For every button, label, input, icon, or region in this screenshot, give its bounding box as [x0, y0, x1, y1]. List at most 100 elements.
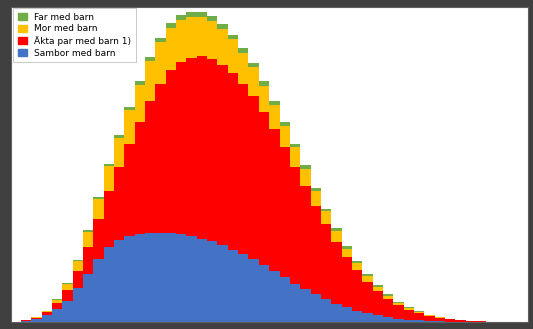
- Bar: [238, 84, 248, 254]
- Bar: [104, 166, 114, 191]
- Bar: [331, 241, 342, 304]
- Bar: [228, 73, 238, 249]
- Bar: [279, 126, 290, 147]
- Bar: [331, 304, 342, 322]
- Legend: Far med barn, Mor med barn, Äkta par med barn 1), Sambor med barn: Far med barn, Mor med barn, Äkta par med…: [13, 8, 135, 62]
- Bar: [228, 39, 238, 73]
- Bar: [93, 219, 104, 259]
- Bar: [290, 147, 300, 167]
- Bar: [238, 48, 248, 53]
- Bar: [414, 312, 424, 313]
- Bar: [156, 233, 166, 322]
- Bar: [104, 191, 114, 247]
- Bar: [207, 21, 217, 59]
- Bar: [166, 233, 176, 322]
- Bar: [321, 224, 331, 299]
- Bar: [259, 86, 269, 112]
- Bar: [62, 301, 72, 322]
- Bar: [176, 234, 187, 322]
- Bar: [352, 261, 362, 263]
- Bar: [424, 321, 434, 322]
- Bar: [62, 283, 72, 284]
- Bar: [72, 271, 83, 289]
- Bar: [311, 206, 321, 294]
- Bar: [248, 63, 259, 67]
- Bar: [248, 96, 259, 259]
- Bar: [414, 313, 424, 320]
- Bar: [331, 231, 342, 241]
- Bar: [166, 70, 176, 233]
- Bar: [156, 38, 166, 42]
- Bar: [104, 247, 114, 322]
- Bar: [124, 236, 135, 322]
- Bar: [21, 320, 31, 321]
- Bar: [403, 310, 414, 320]
- Bar: [279, 277, 290, 322]
- Bar: [414, 320, 424, 322]
- Bar: [238, 254, 248, 322]
- Bar: [259, 112, 269, 265]
- Bar: [393, 302, 403, 303]
- Bar: [166, 23, 176, 28]
- Bar: [373, 287, 383, 291]
- Bar: [300, 165, 311, 169]
- Bar: [104, 164, 114, 166]
- Bar: [290, 167, 300, 284]
- Bar: [145, 233, 156, 322]
- Bar: [217, 245, 228, 322]
- Bar: [259, 81, 269, 86]
- Bar: [393, 305, 403, 319]
- Bar: [135, 81, 145, 85]
- Bar: [445, 319, 455, 322]
- Bar: [228, 35, 238, 39]
- Bar: [248, 259, 259, 322]
- Bar: [72, 260, 83, 261]
- Bar: [83, 247, 93, 274]
- Bar: [434, 317, 445, 318]
- Bar: [114, 135, 124, 138]
- Bar: [187, 236, 197, 322]
- Bar: [52, 299, 62, 300]
- Bar: [269, 105, 279, 129]
- Bar: [383, 294, 393, 296]
- Bar: [145, 57, 156, 61]
- Bar: [414, 311, 424, 312]
- Bar: [114, 138, 124, 167]
- Bar: [207, 16, 217, 21]
- Bar: [93, 197, 104, 199]
- Bar: [114, 167, 124, 240]
- Bar: [93, 259, 104, 322]
- Bar: [300, 289, 311, 322]
- Bar: [42, 311, 52, 313]
- Bar: [311, 191, 321, 206]
- Bar: [42, 313, 52, 315]
- Bar: [207, 59, 217, 241]
- Bar: [342, 257, 352, 307]
- Bar: [383, 317, 393, 322]
- Bar: [311, 188, 321, 191]
- Bar: [362, 274, 373, 276]
- Bar: [476, 321, 486, 322]
- Bar: [300, 186, 311, 289]
- Bar: [145, 61, 156, 101]
- Bar: [403, 320, 414, 322]
- Bar: [434, 318, 445, 321]
- Bar: [217, 65, 228, 245]
- Bar: [373, 291, 383, 316]
- Bar: [362, 282, 373, 313]
- Bar: [176, 15, 187, 20]
- Bar: [269, 129, 279, 271]
- Bar: [52, 309, 62, 322]
- Bar: [290, 284, 300, 322]
- Bar: [197, 17, 207, 56]
- Bar: [321, 299, 331, 322]
- Bar: [166, 28, 176, 70]
- Bar: [424, 315, 434, 316]
- Bar: [393, 303, 403, 305]
- Bar: [383, 299, 393, 317]
- Bar: [83, 230, 93, 232]
- Bar: [21, 321, 31, 322]
- Bar: [362, 276, 373, 282]
- Bar: [187, 12, 197, 17]
- Bar: [62, 284, 72, 290]
